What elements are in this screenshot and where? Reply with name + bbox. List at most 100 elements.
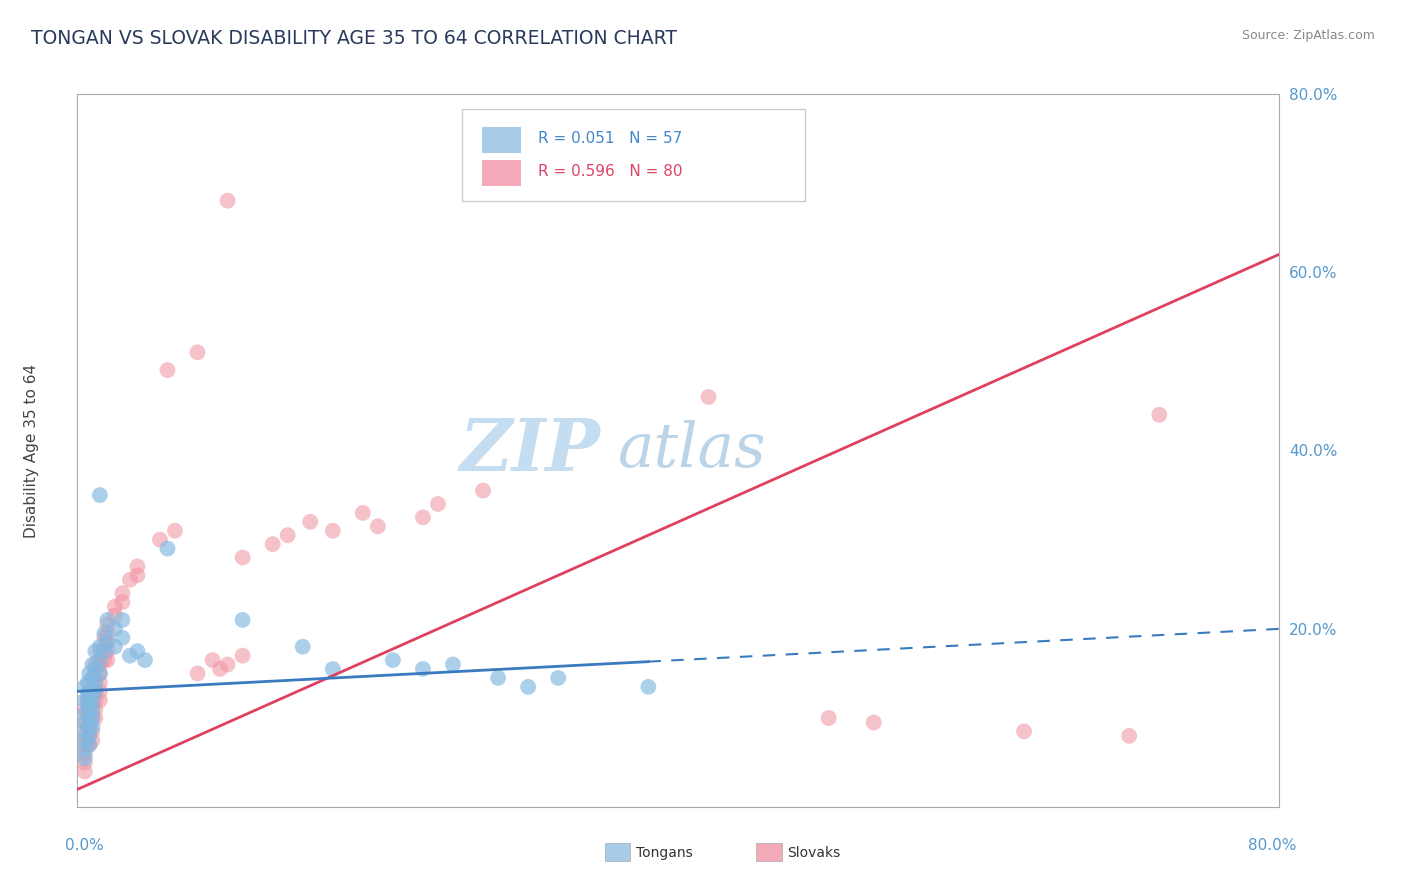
Point: [84, 644, 107, 658]
Point: [89, 666, 111, 681]
Point: [82, 702, 104, 716]
Point: [89, 693, 111, 707]
Point: [82, 671, 104, 685]
Text: Source: ZipAtlas.com: Source: ZipAtlas.com: [1241, 29, 1375, 42]
Point: [89, 488, 111, 502]
Point: [73, 680, 96, 694]
Point: [82, 698, 104, 712]
Point: [82, 711, 104, 725]
Point: [79, 698, 101, 712]
Point: [156, 541, 179, 556]
Point: [82, 724, 104, 739]
Point: [486, 671, 509, 685]
Point: [352, 506, 374, 520]
Point: [82, 693, 104, 707]
Point: [111, 631, 134, 645]
Point: [322, 662, 344, 676]
Point: [209, 662, 232, 676]
Point: [73, 702, 96, 716]
Point: [637, 680, 659, 694]
Point: [118, 648, 141, 663]
Point: [96, 635, 118, 649]
Text: 0.0%: 0.0%: [65, 838, 104, 853]
Point: [73, 729, 96, 743]
Point: [73, 747, 96, 761]
Text: atlas: atlas: [619, 420, 766, 481]
Text: R = 0.051   N = 57: R = 0.051 N = 57: [537, 131, 682, 146]
Text: TONGAN VS SLOVAK DISABILITY AGE 35 TO 64 CORRELATION CHART: TONGAN VS SLOVAK DISABILITY AGE 35 TO 64…: [31, 29, 676, 47]
Point: [84, 671, 107, 685]
Point: [89, 684, 111, 698]
Point: [299, 515, 322, 529]
Point: [1012, 724, 1035, 739]
Point: [217, 657, 239, 672]
Point: [217, 194, 239, 208]
Point: [104, 599, 127, 614]
Point: [84, 684, 107, 698]
Point: [84, 662, 107, 676]
Point: [149, 533, 172, 547]
Point: [84, 657, 107, 672]
Point: [322, 524, 344, 538]
Point: [201, 653, 224, 667]
Point: [89, 653, 111, 667]
Point: [79, 684, 101, 698]
Point: [76, 733, 98, 747]
Point: [84, 702, 107, 716]
Point: [547, 671, 569, 685]
Point: [187, 666, 209, 681]
Point: [104, 622, 127, 636]
Point: [76, 689, 98, 703]
Point: [156, 363, 179, 377]
Point: [89, 666, 111, 681]
Point: [96, 644, 118, 658]
Point: [79, 702, 101, 716]
Point: [277, 528, 299, 542]
Point: [76, 720, 98, 734]
Point: [73, 733, 96, 747]
Point: [232, 613, 254, 627]
Point: [89, 675, 111, 690]
Point: [367, 519, 389, 533]
Point: [82, 684, 104, 698]
Point: [93, 626, 115, 640]
Point: [262, 537, 284, 551]
Point: [96, 613, 118, 627]
Text: Tongans: Tongans: [636, 846, 692, 860]
Point: [79, 666, 101, 681]
Point: [104, 608, 127, 623]
Point: [73, 715, 96, 730]
Point: [111, 595, 134, 609]
Point: [89, 657, 111, 672]
Point: [697, 390, 720, 404]
Point: [82, 720, 104, 734]
Point: [127, 644, 149, 658]
Point: [84, 675, 107, 690]
Point: [412, 662, 434, 676]
Point: [73, 738, 96, 752]
Point: [232, 648, 254, 663]
Point: [73, 706, 96, 721]
Point: [73, 693, 96, 707]
Point: [118, 573, 141, 587]
Text: ZIP: ZIP: [460, 415, 600, 486]
Bar: [756, 843, 782, 861]
Point: [84, 711, 107, 725]
Point: [82, 671, 104, 685]
Point: [89, 640, 111, 654]
Point: [104, 640, 127, 654]
FancyBboxPatch shape: [463, 110, 804, 201]
Point: [96, 653, 118, 667]
Point: [79, 711, 101, 725]
Point: [76, 706, 98, 721]
Point: [73, 764, 96, 779]
Point: [89, 644, 111, 658]
Point: [96, 626, 118, 640]
Point: [127, 559, 149, 574]
Point: [93, 631, 115, 645]
Point: [76, 698, 98, 712]
Point: [79, 738, 101, 752]
FancyBboxPatch shape: [482, 160, 520, 186]
Point: [82, 733, 104, 747]
Point: [73, 715, 96, 730]
